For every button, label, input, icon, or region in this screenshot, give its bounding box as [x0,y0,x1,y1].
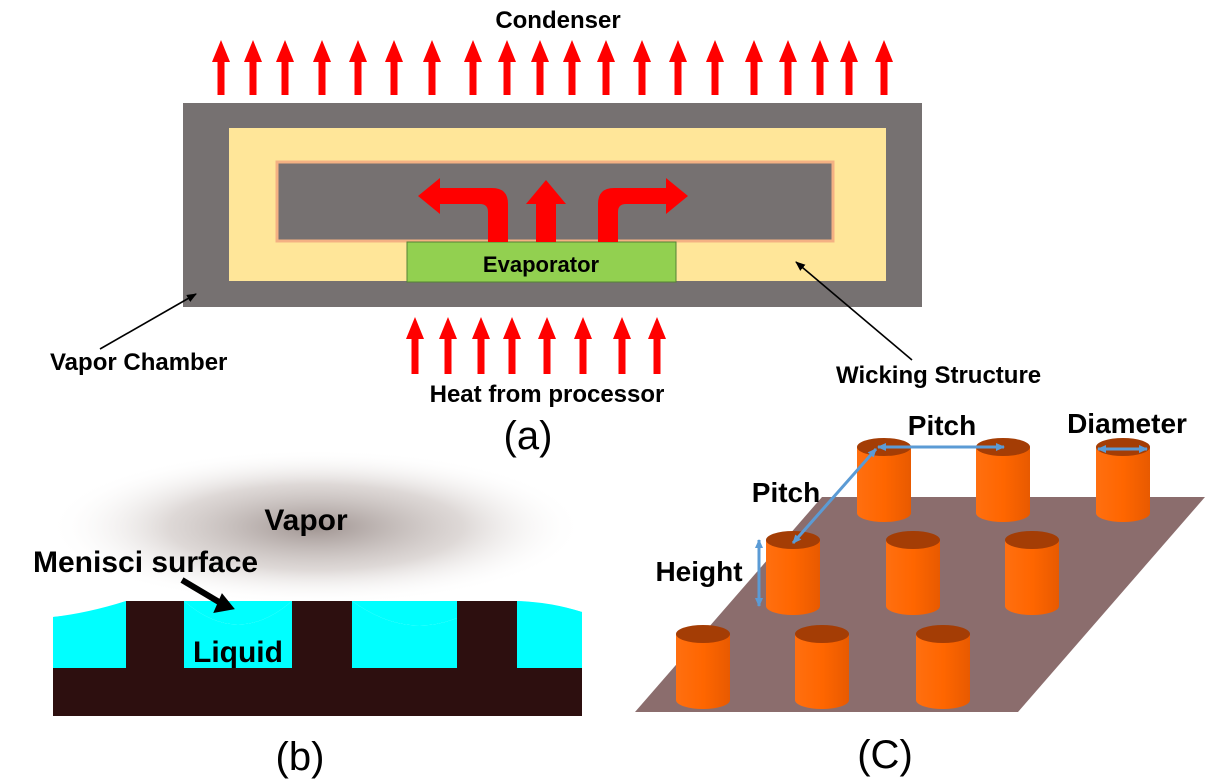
diameter-label: Diameter [1067,408,1187,439]
evaporator-label: Evaporator [483,252,600,277]
pillar [1096,438,1150,522]
panel-a-label: (a) [504,414,553,458]
heat-arrow [385,40,403,95]
menisci-pointer [180,577,226,608]
heat-arrow [503,317,521,374]
processor-heat-arrows [406,317,666,374]
condenser-label: Condenser [495,7,620,34]
panel-c: Pitch Diameter Pitch Height (C) [635,408,1205,777]
pillar [676,625,730,709]
condenser-heat-arrows [212,40,893,95]
pillar [916,625,970,709]
pillar [857,438,911,522]
liquid-pool-1 [184,601,292,668]
left-flow-arrow [418,178,508,242]
heat-arrow [498,40,516,95]
heat-arrow [811,40,829,95]
liquid-label: Liquid [193,636,283,669]
heat-arrow [538,317,556,374]
wicking-structure-label: Wicking Structure [836,362,1041,389]
heat-arrow [472,317,490,374]
wick-substrate [53,601,582,716]
liquid [53,601,582,672]
heat-arrow [464,40,482,95]
pillar [766,531,820,615]
heat-arrow [349,40,367,95]
heat-arrow [779,40,797,95]
heat-arrow [706,40,724,95]
right-flow-arrow [598,178,688,242]
wicking-structure-pointer [795,261,913,361]
heat-arrow [212,40,230,95]
heat-arrow [531,40,549,95]
heat-arrow [313,40,331,95]
heat-arrow [875,40,893,95]
menisci-label: Menisci surface [33,546,258,579]
heat-arrow [840,40,858,95]
panel-c-label: (C) [857,733,913,777]
pitch-top-label: Pitch [908,410,976,441]
center-flow-arrow [526,180,566,242]
pillar [886,531,940,615]
heat-arrow [563,40,581,95]
liquid-pool-right [517,601,582,668]
pillar [976,438,1030,522]
vapor-label: Vapor [264,504,348,537]
heat-arrow [406,317,424,374]
vapor-chamber-pointer [99,293,197,350]
heat-arrow [613,317,631,374]
heat-arrow [633,40,651,95]
pillar [795,625,849,709]
heat-arrow [276,40,294,95]
vapor-chamber-label: Vapor Chamber [50,349,227,376]
heat-arrow [597,40,615,95]
heat-arrow [745,40,763,95]
height-label: Height [655,556,742,587]
pillar [1005,531,1059,615]
pitch-side-label: Pitch [752,477,820,508]
menisci-pointer-head [213,593,235,613]
heat-arrow [648,317,666,374]
pitch-side-dimension [791,448,878,544]
heat-arrow [439,317,457,374]
heat-arrow [244,40,262,95]
heat-arrow [423,40,441,95]
heat-label: Heat from processor [430,381,665,408]
evaporator [406,241,677,283]
liquid-pool-2 [352,601,487,668]
panel-b-label: (b) [276,735,325,779]
liquid-pool-left [53,601,126,668]
heat-arrow [669,40,687,95]
vapor-flow-arrows [418,178,688,242]
panel-a: Evaporator Condenser Heat from processor… [50,7,1041,458]
heat-arrow [574,317,592,374]
vapor-cloud [48,449,584,605]
panel-b: Vapor Menisci surface Liquid (b) [33,449,584,779]
